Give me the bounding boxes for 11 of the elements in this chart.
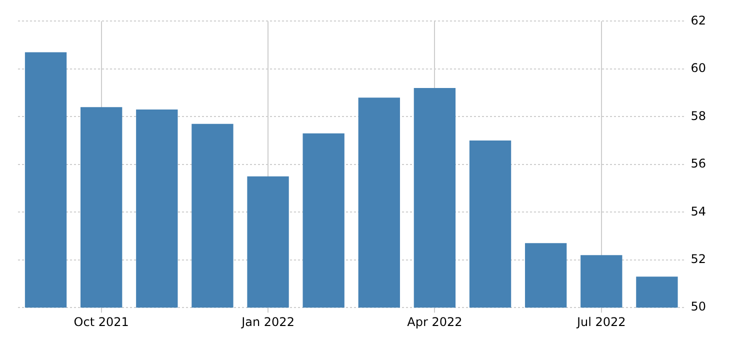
x-tick-label: Oct 2021 bbox=[74, 314, 129, 329]
y-tick-label: 60 bbox=[690, 61, 706, 76]
y-tick-label: 52 bbox=[690, 252, 706, 266]
y-tick-label: 54 bbox=[690, 204, 706, 218]
x-tick-label: Jul 2022 bbox=[576, 314, 626, 329]
x-tick-label: Jan 2022 bbox=[240, 314, 294, 329]
y-tick-label: 58 bbox=[690, 108, 706, 123]
y-tick-label: 56 bbox=[690, 156, 706, 171]
x-tick-label: Apr 2022 bbox=[407, 314, 462, 329]
y-tick-label: 50 bbox=[690, 300, 706, 314]
y-tick-label: 62 bbox=[690, 13, 706, 28]
